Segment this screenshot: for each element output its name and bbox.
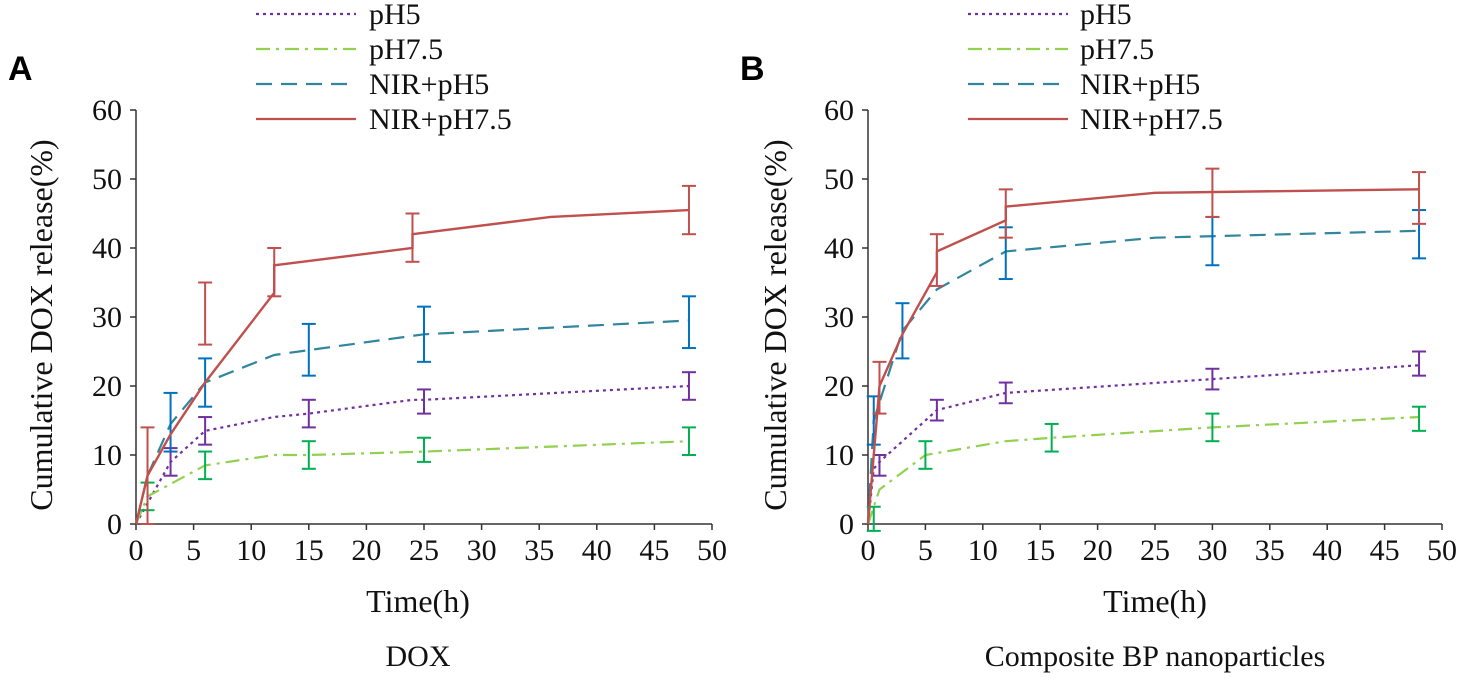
y-tick-label: 30 [824,301,854,334]
x-tick-label: 40 [1312,534,1342,567]
x-tick-label: 25 [1140,534,1170,567]
y-tick-label: 40 [824,232,854,265]
panel-b: B 0 10 20 30 40 50 60 0 5 10 15 20 25 30 35 40 45 50 Time(h… [740,0,1457,673]
x-axis-title: Time(h) [1103,583,1207,619]
series-line-nir-ph5 [134,319,690,525]
panel-label: B [740,50,765,88]
series-nir-ph5 [134,295,696,525]
series-line-nir-ph7-5 [866,188,1420,525]
x-tick-label: 30 [467,534,497,567]
x-tick-label: 35 [524,534,554,567]
series-nir-ph5 [866,209,1427,525]
series-ph5 [135,371,696,525]
x-tick-label: 30 [1197,534,1227,567]
y-axis-title: Cumulative DOX release(%) [23,139,59,510]
panel-a: A 0 10 20 30 40 50 60 0 5 10 15 20 25 30 35 40 45 50 Time(h… [8,0,727,673]
legend-label-nir-ph5: NIR+pH5 [369,68,489,101]
x-tick-label: 35 [1255,534,1285,567]
y-tick-label: 10 [92,439,122,472]
y-tick-label: 10 [824,439,854,472]
x-tick-label: 10 [968,534,998,567]
legend-label-nir-ph7-5: NIR+pH7.5 [369,103,512,136]
x-tick-label: 50 [697,534,727,567]
x-tick-label: 25 [409,534,439,567]
x-tick-label: 20 [351,534,381,567]
x-tick-label: 0 [129,534,144,567]
series-line-ph5 [135,384,690,525]
x-tick-label: 5 [186,534,201,567]
x-tick-label: 45 [1370,534,1400,567]
x-tick-label: 15 [294,534,324,567]
x-axis-title: Time(h) [366,583,470,619]
series-line-ph7-5 [866,415,1420,525]
series-ph5 [866,350,1427,525]
y-tick-label: 60 [824,94,854,127]
legend-label-nir-ph7-5: NIR+pH7.5 [1080,103,1223,136]
legend-label-ph7-5: pH7.5 [369,33,443,66]
panel-caption: Composite BP nanoparticles [985,640,1326,673]
series-line-nir-ph5 [866,229,1420,525]
series-nir-ph7-5 [866,167,1427,525]
x-tick-label: 10 [236,534,266,567]
y-tick-label: 0 [107,508,122,541]
legend-label-nir-ph5: NIR+pH5 [1080,68,1200,101]
y-tick-label: 20 [92,370,122,403]
x-tick-label: 50 [1427,534,1457,567]
y-tick-label: 20 [824,370,854,403]
x-tick-label: 20 [1083,534,1113,567]
y-axis-title: Cumulative DOX release(%) [757,139,793,510]
y-tick-label: 60 [92,94,122,127]
series-line-ph5 [866,364,1420,525]
series-ph7-5 [866,405,1427,532]
x-tick-label: 15 [1025,534,1055,567]
series-ph7-5 [134,426,696,525]
legend-label-ph7-5: pH7.5 [1080,33,1154,66]
x-tick-label: 45 [639,534,669,567]
legend-label-ph5: pH5 [369,0,421,31]
x-tick-label: 40 [582,534,612,567]
y-tick-label: 40 [92,232,122,265]
y-tick-label: 0 [839,508,854,541]
y-tick-label: 50 [92,163,122,196]
x-tick-label: 0 [861,534,876,567]
series-line-ph7-5 [134,440,690,525]
legend-label-ph5: pH5 [1080,0,1132,31]
y-tick-label: 30 [92,301,122,334]
y-tick-label: 50 [824,163,854,196]
panel-caption: DOX [386,640,451,673]
x-tick-label: 5 [918,534,933,567]
panel-label: A [8,50,33,88]
series-nir-ph7-5 [134,184,696,525]
